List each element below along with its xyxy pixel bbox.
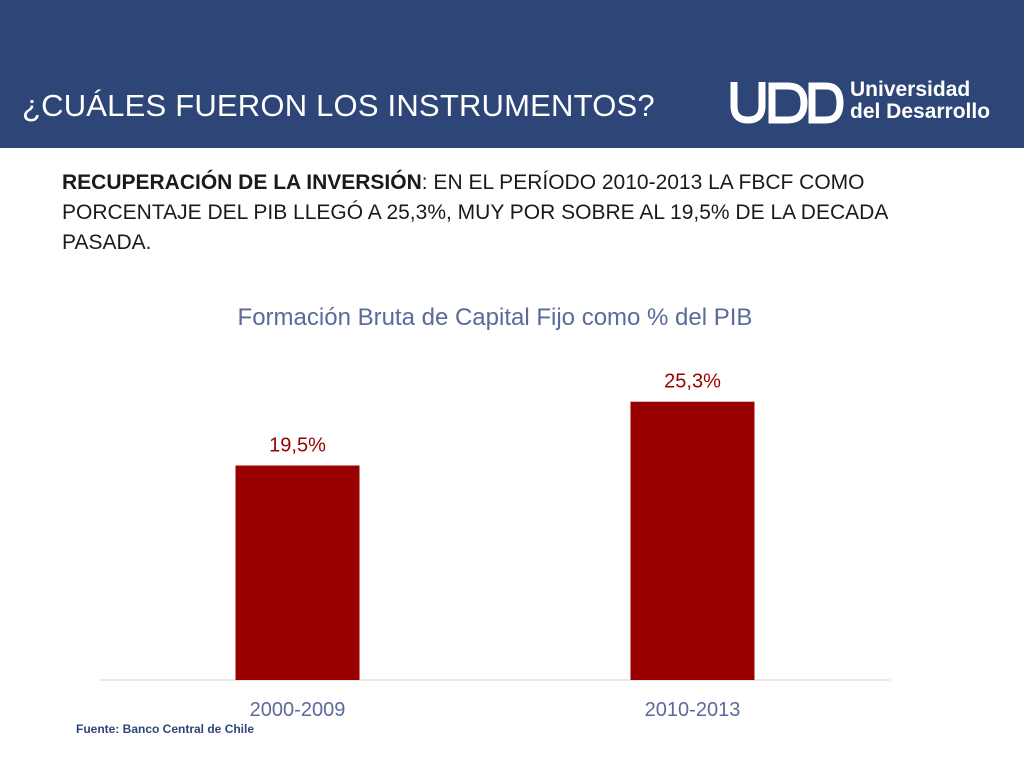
subtitle-rest: : EN EL PERÍODO 2010-2013 LA FBCF COMO P… — [62, 171, 888, 254]
slide-subtitle: RECUPERACIÓN DE LA INVERSIÓN: EN EL PERÍ… — [62, 168, 942, 258]
x-tick-label-2010-2013: 2010-2013 — [645, 699, 741, 721]
page-title: ¿CUÁLES FUERON LOS INSTRUMENTOS? — [22, 88, 655, 123]
bar-chart: 19,5% 2000-2009 25,3% 2010-2013 — [100, 371, 890, 721]
bar-2000-2009 — [235, 465, 360, 680]
logo-line-2: del Desarrollo — [850, 100, 991, 123]
chart-title: Formación Bruta de Capital Fijo como % d… — [237, 304, 753, 331]
subtitle-lead: RECUPERACIÓN DE LA INVERSIÓN — [62, 171, 422, 194]
source-note: Fuente: Banco Central de Chile — [76, 722, 255, 736]
header-bar: ¿CUÁLES FUERON LOS INSTRUMENTOS? Univers… — [0, 0, 1024, 148]
udd-logo-mark — [730, 82, 844, 124]
university-logo: Universidad del Desarrollo — [730, 76, 1016, 128]
logo-line-1: Universidad — [850, 78, 971, 101]
bar-2010-2013 — [630, 401, 755, 680]
data-label-2010-2013: 25,3% — [664, 371, 721, 393]
x-tick-label-2000-2009: 2000-2009 — [250, 699, 346, 721]
data-label-2000-2009: 19,5% — [269, 435, 326, 457]
